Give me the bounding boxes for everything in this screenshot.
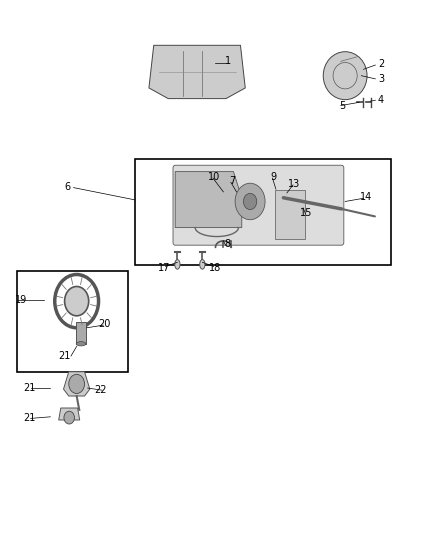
Polygon shape — [149, 45, 245, 99]
Text: 1: 1 — [225, 56, 231, 66]
Polygon shape — [64, 372, 90, 396]
Text: 7: 7 — [229, 176, 235, 186]
Text: 19: 19 — [15, 295, 27, 304]
Ellipse shape — [323, 52, 367, 100]
Text: 20: 20 — [98, 319, 110, 329]
Text: 2: 2 — [378, 59, 384, 69]
Polygon shape — [275, 190, 305, 239]
Ellipse shape — [76, 342, 86, 346]
Polygon shape — [175, 172, 242, 228]
Text: 4: 4 — [378, 95, 384, 105]
Text: 21: 21 — [24, 414, 36, 423]
Polygon shape — [59, 408, 80, 420]
Text: 22: 22 — [95, 385, 107, 395]
Bar — [17, 271, 128, 372]
Text: 21: 21 — [24, 383, 36, 393]
Text: 10: 10 — [208, 172, 220, 182]
Text: 6: 6 — [65, 182, 71, 191]
Ellipse shape — [175, 260, 180, 269]
Circle shape — [235, 183, 265, 220]
Text: 21: 21 — [59, 351, 71, 361]
Text: 5: 5 — [339, 101, 346, 110]
Bar — [135, 159, 391, 265]
Circle shape — [64, 411, 74, 424]
Bar — [76, 322, 86, 344]
FancyBboxPatch shape — [173, 165, 344, 245]
Text: 17: 17 — [158, 263, 170, 272]
Circle shape — [69, 374, 85, 393]
Text: 15: 15 — [300, 208, 313, 218]
Circle shape — [64, 287, 88, 316]
Text: 18: 18 — [208, 263, 221, 272]
Text: 3: 3 — [378, 74, 384, 84]
Ellipse shape — [200, 260, 205, 269]
Circle shape — [244, 193, 257, 209]
Text: 9: 9 — [271, 172, 277, 182]
Text: 8: 8 — [225, 239, 231, 249]
Text: 14: 14 — [360, 192, 372, 202]
Text: 13: 13 — [288, 179, 300, 189]
